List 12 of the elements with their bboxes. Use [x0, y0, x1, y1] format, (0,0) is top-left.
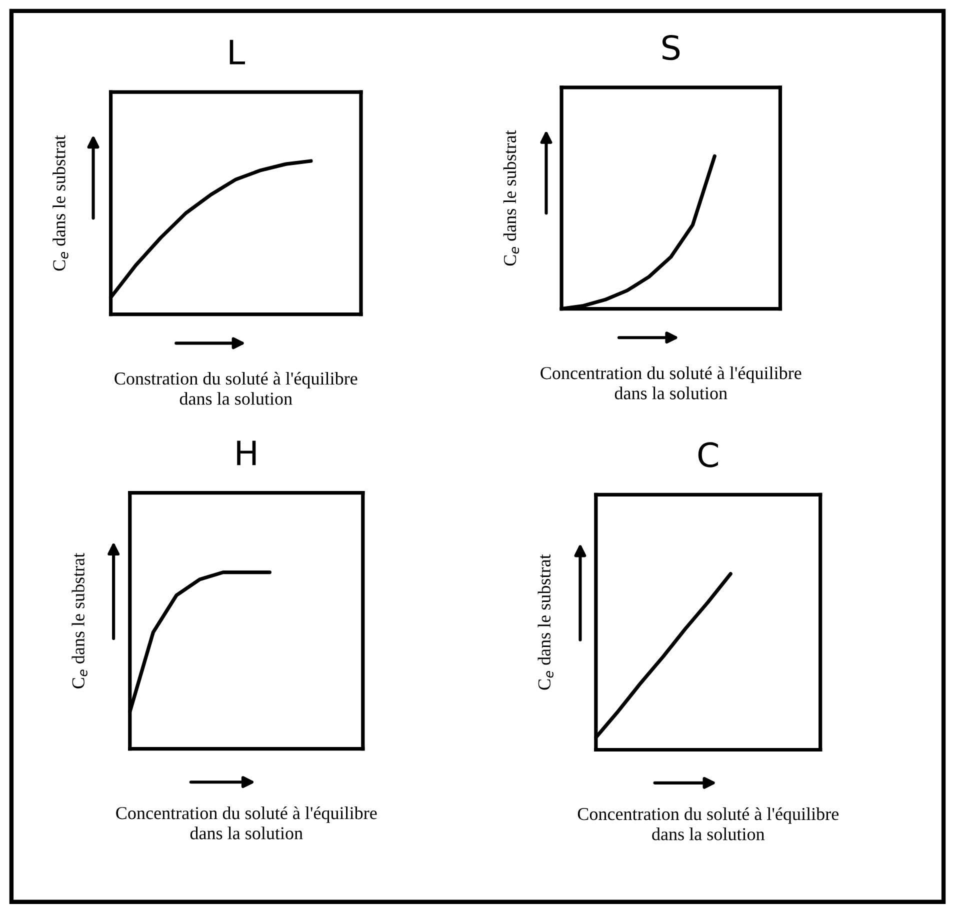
x-axis-title: Concentration du soluté à l'équilibre dans la solution	[578, 807, 838, 840]
chart-title: H	[237, 440, 256, 466]
chart-title: S	[662, 34, 680, 60]
x-axis-title: Concentration du soluté à l'équilibre dans la solution	[540, 366, 802, 400]
y-axis-title: C$_{e}$ dans le substrat	[503, 130, 520, 266]
x-axis-title: Concentration du soluté à l'équilibre dans la solution	[116, 806, 377, 840]
y-axis-title: C$_{e}$ dans le substrat	[72, 552, 88, 688]
y-axis-title: C$_{e}$ dans le substrat	[538, 554, 554, 690]
x-axis-title: Constration du soluté à l'équilibre dans la solution	[114, 372, 358, 405]
chart-title: C	[698, 442, 718, 468]
chart-title: L	[230, 40, 245, 64]
y-axis-title: C$_{e}$ dans le substrat	[52, 135, 68, 271]
